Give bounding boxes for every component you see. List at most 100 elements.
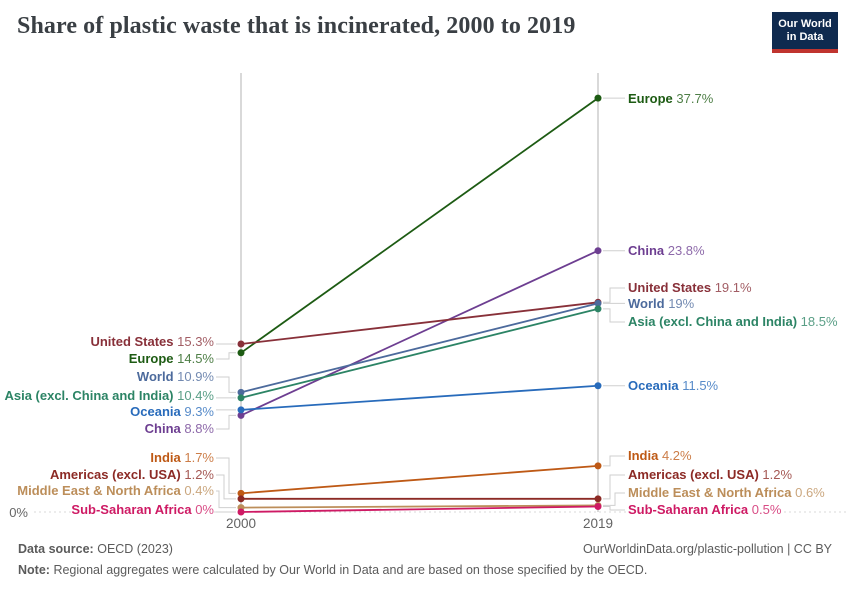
series-label-left-asia-excl-china-and-india: Asia (excl. China and India) 10.4%: [4, 388, 214, 404]
series-name: United States: [628, 280, 712, 295]
x-tick-2019: 2019: [582, 516, 614, 531]
series-value: 19.1%: [711, 280, 752, 295]
series-value: 18.5%: [797, 314, 838, 329]
series-line-china: [240, 249, 599, 417]
series-name: India: [150, 450, 181, 465]
series-label-right-sub-saharan-africa: Sub-Saharan Africa 0.5%: [628, 502, 782, 518]
series-name: Sub-Saharan Africa: [71, 502, 192, 517]
series-name: Middle East & North Africa: [17, 483, 181, 498]
series-name: World: [136, 369, 174, 384]
series-label-left-sub-saharan-africa: Sub-Saharan Africa 0%: [71, 502, 214, 518]
series-label-left-united-states: United States 15.3%: [90, 334, 214, 350]
series-point-china-start: [237, 411, 245, 419]
data-source-label: Data source:: [18, 542, 94, 556]
series-point-sub-saharan-africa-start: [237, 508, 245, 516]
series-name: Middle East & North Africa: [628, 485, 792, 500]
connector-left-india: [216, 457, 236, 494]
series-point-india-start: [237, 489, 245, 497]
series-label-left-china: China 8.8%: [145, 421, 214, 437]
series-point-oceania-start: [237, 406, 245, 414]
series-name: Asia (excl. China and India): [4, 388, 174, 403]
series-label-left-india: India 1.7%: [150, 450, 214, 466]
series-line-europe: [240, 97, 599, 354]
page-title: Share of plastic waste that is incinerat…: [17, 13, 576, 39]
series-line-world: [240, 302, 599, 394]
series-point-india-end: [594, 462, 602, 470]
y-zero-label: 0%: [9, 505, 28, 520]
series-label-right-oceania: Oceania 11.5%: [628, 378, 718, 394]
connector-left-china: [216, 414, 236, 430]
connector-right-india: [603, 455, 625, 467]
series-line-oceania: [240, 384, 599, 411]
series-label-right-europe: Europe 37.7%: [628, 91, 713, 107]
series-point-europe-start: [237, 349, 245, 357]
series-value: 0.5%: [748, 502, 782, 517]
series-label-left-oceania: Oceania 9.3%: [130, 404, 214, 420]
series-line-sub-saharan-africa: [240, 505, 599, 513]
footnote-label: Note:: [18, 563, 50, 577]
series-value: 0.4%: [180, 483, 214, 498]
series-point-americas-excl-usa-end: [594, 495, 602, 503]
series-value: 9.3%: [180, 404, 214, 419]
connector-right-sub-saharan-africa: [603, 506, 625, 511]
owid-logo-line1: Our World: [778, 17, 832, 30]
series-label-right-middle-east-north-africa: Middle East & North Africa 0.6%: [628, 485, 825, 501]
owid-logo-line2: in Data: [786, 30, 824, 43]
series-value: 11.5%: [678, 378, 719, 393]
series-point-world-start: [237, 388, 245, 396]
series-label-right-world: World 19%: [628, 296, 694, 312]
series-value: 8.8%: [180, 421, 214, 436]
series-name: Sub-Saharan Africa: [628, 502, 749, 517]
series-label-right-india: India 4.2%: [628, 448, 692, 464]
series-value: 14.5%: [173, 351, 214, 366]
series-label-left-europe: Europe 14.5%: [129, 351, 214, 367]
series-name: Americas (excl. USA): [628, 467, 759, 482]
connector-left-americas-excl-usa: [216, 474, 236, 500]
series-value: 1.2%: [180, 467, 214, 482]
series-label-right-china: China 23.8%: [628, 243, 705, 259]
chart-canvas: [34, 73, 849, 516]
series-value: 15.3%: [173, 334, 214, 349]
series-name: China: [144, 421, 181, 436]
series-point-oceania-end: [594, 382, 602, 390]
footnote-text: Regional aggregates were calculated by O…: [53, 563, 648, 577]
series-name: Europe: [128, 351, 174, 366]
series-point-europe-end: [594, 94, 602, 102]
series-point-world-end: [594, 299, 602, 307]
series-line-asia-excl-china-and-india: [240, 308, 599, 399]
series-value: 19%: [664, 296, 695, 311]
series-value: 37.7%: [672, 91, 714, 106]
data-source: Data source: OECD (2023): [18, 541, 173, 558]
data-source-value: OECD (2023): [97, 542, 173, 556]
series-point-asia-excl-china-and-india-start: [237, 394, 245, 402]
connector-left-europe: [216, 352, 236, 360]
attribution-link[interactable]: OurWorldinData.org/plastic-pollution | C…: [583, 542, 832, 556]
series-value: 0%: [191, 502, 214, 517]
footnote: Note: Regional aggregates were calculate…: [18, 562, 832, 579]
series-label-right-asia-excl-china-and-india: Asia (excl. China and India) 18.5%: [628, 314, 838, 330]
series-point-asia-excl-china-and-india-end: [594, 305, 602, 313]
series-label-right-americas-excl-usa: Americas (excl. USA) 1.2%: [628, 467, 792, 483]
series-line-middle-east-north-africa: [240, 504, 599, 509]
connector-left-world: [216, 376, 236, 393]
series-point-americas-excl-usa-start: [237, 495, 245, 503]
chart-footer: Data source: OECD (2023) OurWorldinData.…: [18, 541, 832, 579]
connector-right-asia-excl-china-and-india: [603, 308, 625, 323]
series-label-right-united-states: United States 19.1%: [628, 280, 752, 296]
series-label-left-middle-east-north-africa: Middle East & North Africa 0.4%: [17, 483, 214, 499]
series-value: 0.6%: [791, 485, 825, 500]
series-name: China: [628, 243, 665, 258]
series-point-united-states-start: [237, 340, 245, 348]
series-name: Oceania: [130, 404, 181, 419]
series-value: 1.7%: [180, 450, 214, 465]
series-name: United States: [90, 334, 174, 349]
series-line-india: [240, 464, 599, 495]
series-value: 4.2%: [658, 448, 692, 463]
series-line-united-states: [240, 301, 599, 345]
series-point-china-end: [594, 247, 602, 255]
connector-right-americas-excl-usa: [603, 474, 625, 500]
owid-logo: Our World in Data: [772, 12, 838, 53]
connector-left-middle-east-north-africa: [216, 490, 236, 509]
series-name: Europe: [628, 91, 673, 106]
